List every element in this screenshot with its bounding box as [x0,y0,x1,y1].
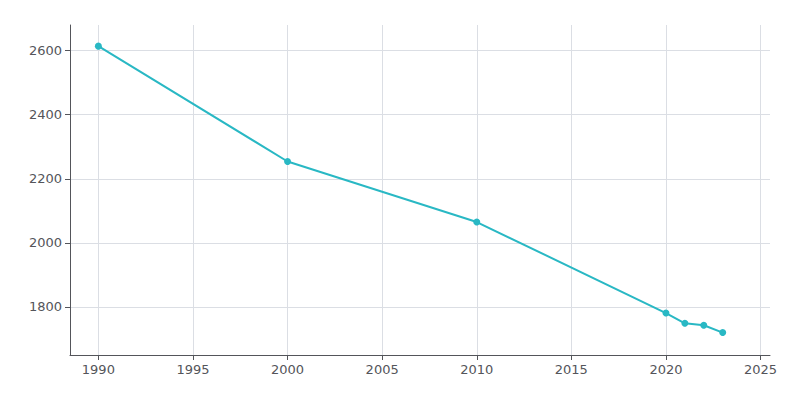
svg-text:2010: 2010 [460,362,493,377]
svg-text:2000: 2000 [29,235,62,250]
svg-text:2000: 2000 [271,362,304,377]
svg-text:2015: 2015 [555,362,588,377]
svg-text:2600: 2600 [29,43,62,58]
svg-text:2020: 2020 [649,362,682,377]
svg-text:2025: 2025 [744,362,777,377]
svg-text:2005: 2005 [366,362,399,377]
svg-text:1800: 1800 [29,299,62,314]
svg-text:1995: 1995 [176,362,209,377]
svg-text:2400: 2400 [29,107,62,122]
svg-text:1990: 1990 [82,362,115,377]
svg-text:2200: 2200 [29,171,62,186]
